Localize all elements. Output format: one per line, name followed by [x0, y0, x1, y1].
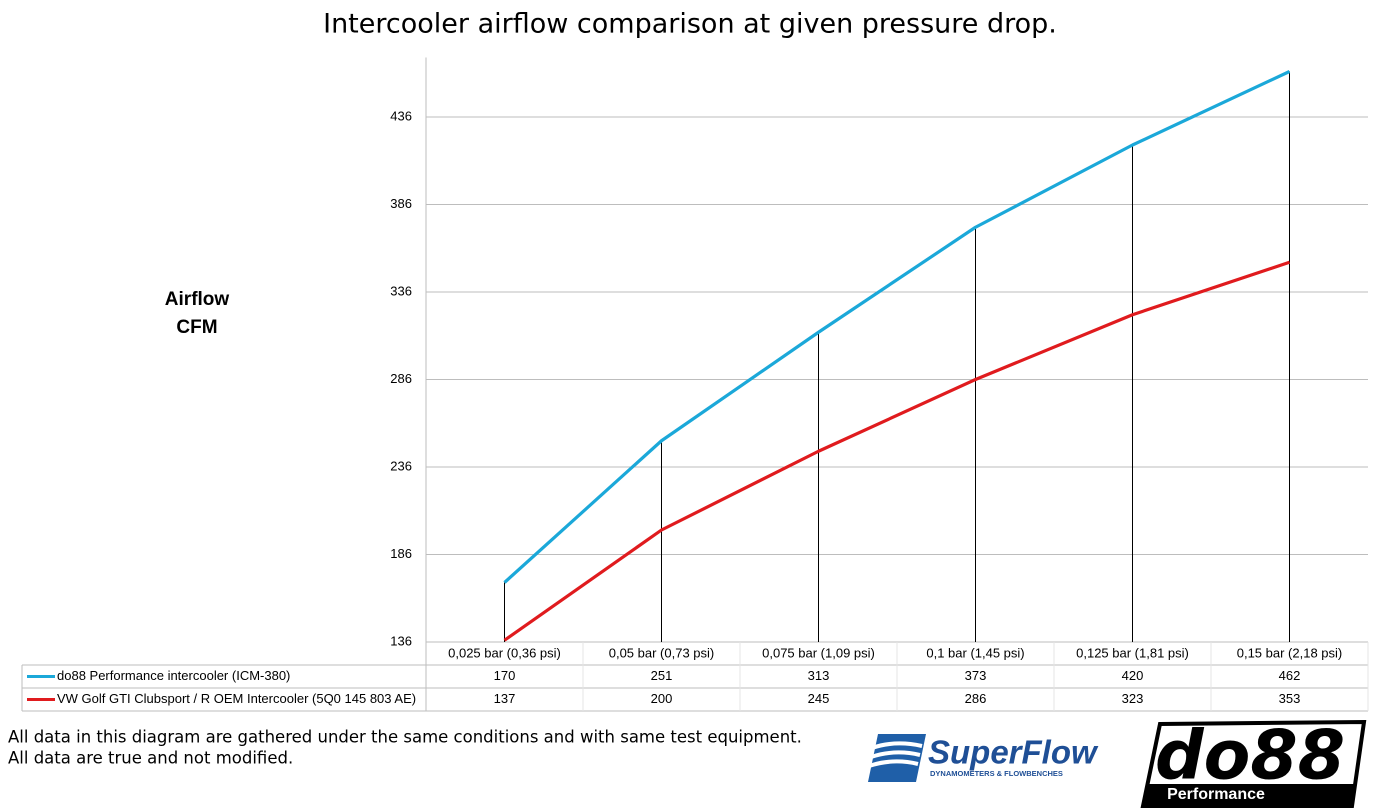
legend-label: do88 Performance intercooler (ICM-380) — [57, 668, 290, 683]
table-value: 286 — [965, 691, 987, 706]
table-value: 200 — [651, 691, 673, 706]
logo-text: do88 — [1155, 717, 1345, 796]
x-tick-label: 0,025 bar (0,36 psi) — [448, 645, 561, 660]
logo-shape — [868, 734, 926, 782]
table-value: 323 — [1122, 691, 1144, 706]
logo-stripes — [868, 741, 923, 768]
y-tick-label: 386 — [390, 196, 412, 211]
footnote: All data in this diagram are gathered un… — [8, 728, 802, 747]
x-tick-label: 0,1 bar (1,45 psi) — [926, 645, 1024, 660]
chart-title: Intercooler airflow comparison at given … — [323, 9, 1057, 40]
table-value: 353 — [1279, 691, 1301, 706]
table-value: 137 — [494, 691, 516, 706]
table-value: 251 — [651, 668, 673, 683]
series-line — [503, 70, 1291, 584]
table-value: 245 — [808, 691, 830, 706]
x-tick-label: 0,05 bar (0,73 psi) — [609, 645, 715, 660]
table-value: 462 — [1279, 668, 1301, 683]
table-value: 170 — [494, 668, 516, 683]
logo-subtext: Performance — [1167, 786, 1265, 803]
x-tick-label: 0,125 bar (1,81 psi) — [1076, 645, 1189, 660]
table-value: 420 — [1122, 668, 1144, 683]
footnote: All data are true and not modified. — [8, 749, 293, 768]
logo-text: SuperFlow — [928, 734, 1099, 771]
y-tick-label: 236 — [390, 458, 412, 473]
y-axis-label: CFM — [176, 317, 217, 338]
logo-band — [1145, 784, 1354, 806]
y-tick-label: 336 — [390, 283, 412, 298]
table-value: 313 — [808, 668, 830, 683]
series-line — [503, 260, 1291, 642]
x-tick-label: 0,15 bar (2,18 psi) — [1237, 645, 1343, 660]
do88-logo: do88 Performance — [1140, 717, 1367, 808]
y-tick-label: 136 — [390, 633, 412, 648]
y-tick-label: 186 — [390, 546, 412, 561]
legend-label: VW Golf GTI Clubsport / R OEM Intercoole… — [57, 691, 416, 706]
y-axis-label: Airflow — [165, 289, 230, 310]
y-tick-label: 436 — [390, 108, 412, 123]
table-value: 373 — [965, 668, 987, 683]
x-tick-label: 0,075 bar (1,09 psi) — [762, 645, 875, 660]
superflow-logo: SuperFlow DYNAMOMETERS & FLOWBENCHES — [868, 734, 1099, 782]
y-tick-label: 286 — [390, 371, 412, 386]
logo-tagline: DYNAMOMETERS & FLOWBENCHES — [930, 769, 1063, 778]
